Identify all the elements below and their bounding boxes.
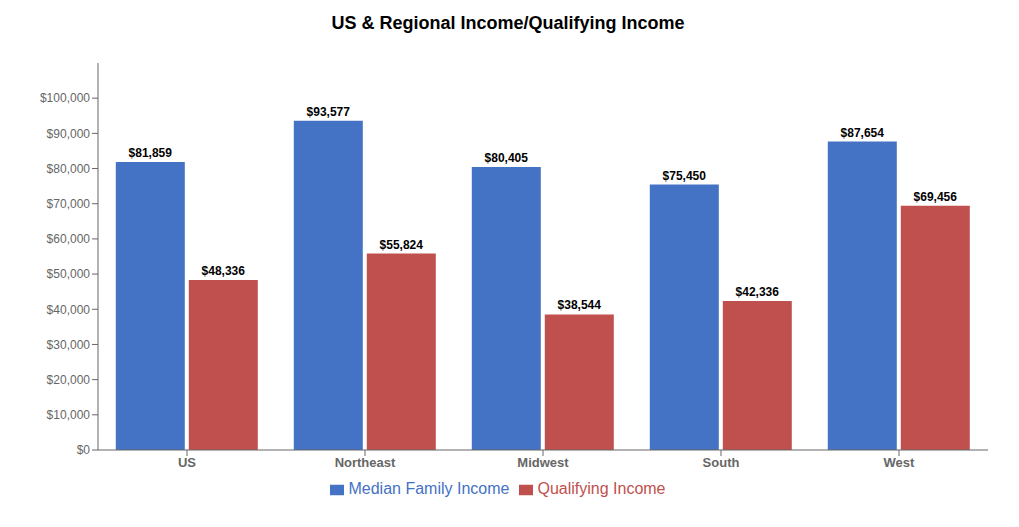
svg-text:Northeast: Northeast (335, 455, 396, 470)
html-text:Qualifying Income: Qualifying Income (537, 480, 666, 497)
svg-text:West: West (884, 455, 915, 470)
svg-text:$60,000: $60,000 (47, 232, 91, 246)
svg-text:$70,000: $70,000 (47, 197, 91, 211)
svg-text:$20,000: $20,000 (47, 373, 91, 387)
svg-text:$69,456: $69,456 (914, 190, 958, 204)
svg-text:$38,544: $38,544 (558, 298, 602, 312)
svg-text:$55,824: $55,824 (380, 238, 424, 252)
svg-text:$80,000: $80,000 (47, 162, 91, 176)
svg-text:$40,000: $40,000 (47, 303, 91, 317)
svg-text:$48,336: $48,336 (202, 264, 246, 278)
svg-text:$30,000: $30,000 (47, 338, 91, 352)
svg-text:Midwest: Midwest (517, 455, 569, 470)
svg-text:$90,000: $90,000 (47, 127, 91, 141)
svg-text:$93,577: $93,577 (307, 105, 351, 119)
svg-text:$75,450: $75,450 (663, 169, 707, 183)
svg-text:$42,336: $42,336 (736, 285, 780, 299)
svg-text:South: South (703, 455, 740, 470)
svg-text:US: US (178, 455, 196, 470)
svg-text:$87,654: $87,654 (841, 126, 885, 140)
svg-text:$0: $0 (77, 443, 91, 457)
svg-text:$50,000: $50,000 (47, 267, 91, 281)
svg-text:$100,000: $100,000 (40, 91, 90, 105)
svg-text:$80,405: $80,405 (485, 151, 529, 165)
svg-text:$10,000: $10,000 (47, 408, 91, 422)
svg-text:$81,859: $81,859 (129, 146, 173, 160)
html-text:Median Family Income: Median Family Income (348, 480, 510, 497)
html-text:US & Regional Income/Qualifyin: US & Regional Income/Qualifying Income (331, 13, 685, 33)
